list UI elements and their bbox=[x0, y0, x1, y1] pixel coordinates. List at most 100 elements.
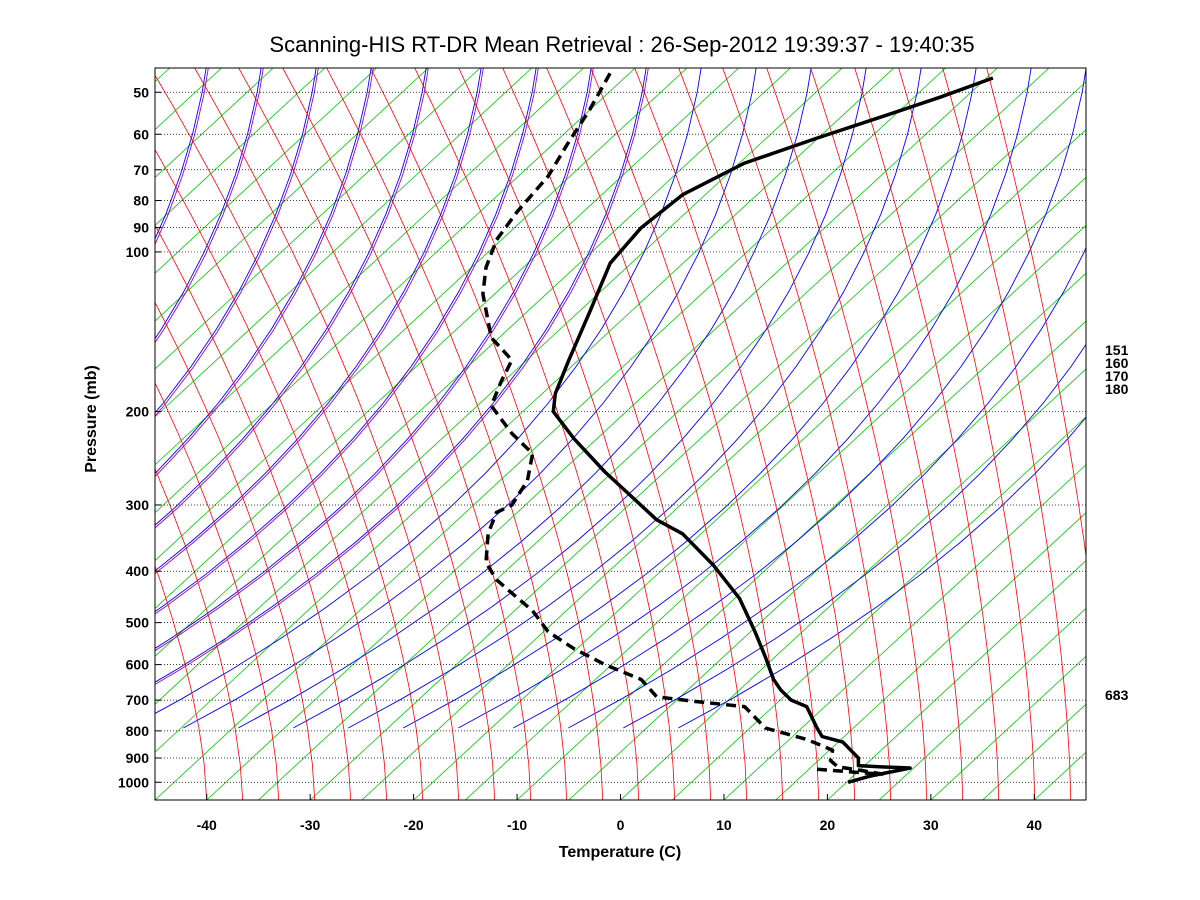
moist-adiabat-line bbox=[854, 68, 1000, 800]
x-tick-label: -10 bbox=[507, 817, 527, 833]
moist-adiabat-line bbox=[155, 224, 352, 800]
moist-adiabat-line bbox=[414, 68, 640, 800]
mixing-ratio-line bbox=[155, 68, 539, 615]
y-tick-label: 200 bbox=[126, 404, 150, 420]
moist-adiabat-line bbox=[326, 68, 568, 800]
y-tick-label: 1000 bbox=[118, 774, 149, 790]
sounding-series bbox=[481, 72, 994, 784]
mixing-ratio-line bbox=[155, 68, 484, 575]
dry-adiabat-line bbox=[458, 68, 1032, 729]
moist-adiabat-line bbox=[194, 68, 460, 800]
moist-adiabat-line bbox=[766, 68, 928, 800]
dry-adiabat-line bbox=[155, 68, 372, 475]
moist-adiabat-line bbox=[282, 68, 532, 800]
isotherm-line bbox=[775, 512, 1086, 800]
moist-adiabat-line bbox=[502, 68, 712, 800]
y-tick-label: 600 bbox=[126, 657, 150, 673]
mixing-ratio-line bbox=[155, 68, 594, 652]
isotherm-line bbox=[723, 464, 1086, 800]
mixing-ratio-line bbox=[155, 68, 374, 478]
moist-adiabat-line bbox=[155, 74, 424, 800]
moist-adiabat-line bbox=[898, 68, 1036, 800]
moist-adiabat-line bbox=[942, 68, 1072, 800]
dry-adiabat-line bbox=[155, 68, 702, 714]
moist-adiabat-line bbox=[810, 68, 964, 800]
isotherm-line bbox=[155, 68, 843, 705]
isotherm-line bbox=[827, 560, 1086, 800]
dry-adiabat-line bbox=[155, 68, 592, 649]
moist-adiabat-line bbox=[634, 68, 820, 800]
isotherm-line bbox=[155, 68, 791, 657]
isotherm-line bbox=[155, 68, 533, 418]
temperature-profile-line bbox=[551, 76, 994, 784]
dry-adiabat-line bbox=[183, 68, 757, 729]
dry-adiabat-line bbox=[568, 246, 1086, 729]
moist-adiabat-line bbox=[458, 68, 676, 800]
moist-adiabat-line bbox=[546, 68, 748, 800]
isotherm-line bbox=[568, 320, 1086, 800]
x-axis-ticks: -40 -30 -20 -10 0 10 20 30 40 bbox=[197, 794, 1042, 833]
x-tick-label: 0 bbox=[617, 817, 625, 833]
moist-adiabat-line bbox=[155, 564, 208, 800]
moist-adiabat-line bbox=[722, 68, 892, 800]
x-tick-label: -20 bbox=[403, 817, 423, 833]
isotherm-line bbox=[155, 68, 326, 226]
right-marker-label: 683 bbox=[1105, 687, 1129, 703]
y-tick-label: 700 bbox=[126, 692, 150, 708]
dry-adiabat-line bbox=[155, 68, 647, 683]
dry-adiabat-line bbox=[155, 68, 207, 240]
y-tick-label: 80 bbox=[133, 193, 149, 209]
moist-adiabat-line bbox=[155, 381, 280, 800]
isotherm-line bbox=[620, 368, 1086, 800]
isotherm-line bbox=[206, 68, 998, 800]
isotherm-line bbox=[361, 128, 1086, 800]
moist-adiabat-line bbox=[155, 467, 244, 800]
y-tick-label: 60 bbox=[133, 126, 149, 142]
y-tick-label: 400 bbox=[126, 563, 150, 579]
isotherm-line bbox=[258, 68, 1050, 800]
y-tick-label: 100 bbox=[126, 244, 150, 260]
isotherm-line bbox=[309, 81, 1086, 800]
chart-title: Scanning-HIS RT-DR Mean Retrieval : 26-S… bbox=[269, 32, 974, 57]
dry-adiabat-line bbox=[623, 343, 1086, 729]
isotherm-line bbox=[155, 68, 481, 370]
dry-adiabat-line bbox=[155, 68, 427, 526]
isotherm-line bbox=[930, 655, 1086, 800]
isotherm-line bbox=[155, 68, 377, 274]
x-tick-label: 40 bbox=[1026, 817, 1042, 833]
x-tick-label: -30 bbox=[300, 817, 320, 833]
moist-adiabat-line bbox=[370, 68, 604, 800]
dry-adiabat-line bbox=[293, 68, 867, 729]
isotherm-line bbox=[155, 68, 895, 753]
right-marker-label: 151 bbox=[1105, 342, 1129, 358]
moist-adiabat-line bbox=[678, 68, 856, 800]
dry-adiabat-line bbox=[403, 68, 977, 729]
right-marker-label: 160 bbox=[1105, 355, 1129, 371]
mixing-ratio-line bbox=[155, 68, 429, 529]
y-tick-label: 300 bbox=[126, 497, 150, 513]
mixing-ratio-line bbox=[155, 68, 209, 246]
y-axis-label: Pressure (mb) bbox=[83, 365, 100, 473]
moist-adiabat-line bbox=[155, 148, 388, 800]
background-lines bbox=[155, 68, 1086, 800]
mixing-ratio-line bbox=[155, 68, 649, 685]
isotherm-line bbox=[413, 176, 1086, 800]
dry-adiabat-line bbox=[155, 68, 317, 414]
isotherm-line bbox=[155, 68, 739, 609]
y-tick-label: 70 bbox=[133, 162, 149, 178]
moist-adiabat-line bbox=[238, 68, 496, 800]
dewpoint-profile-line bbox=[481, 72, 884, 776]
dry-adiabat-line bbox=[155, 68, 482, 572]
isotherm-line bbox=[155, 68, 429, 322]
y-tick-label: 800 bbox=[126, 723, 150, 739]
y-tick-label: 500 bbox=[126, 615, 150, 631]
right-marker-label: 170 bbox=[1105, 368, 1129, 384]
x-tick-label: 10 bbox=[716, 817, 732, 833]
x-tick-label: -40 bbox=[197, 817, 217, 833]
isotherm-line bbox=[465, 224, 1086, 800]
pressure-grid-lines bbox=[155, 91, 1086, 783]
right-marker-label: 180 bbox=[1105, 381, 1129, 397]
